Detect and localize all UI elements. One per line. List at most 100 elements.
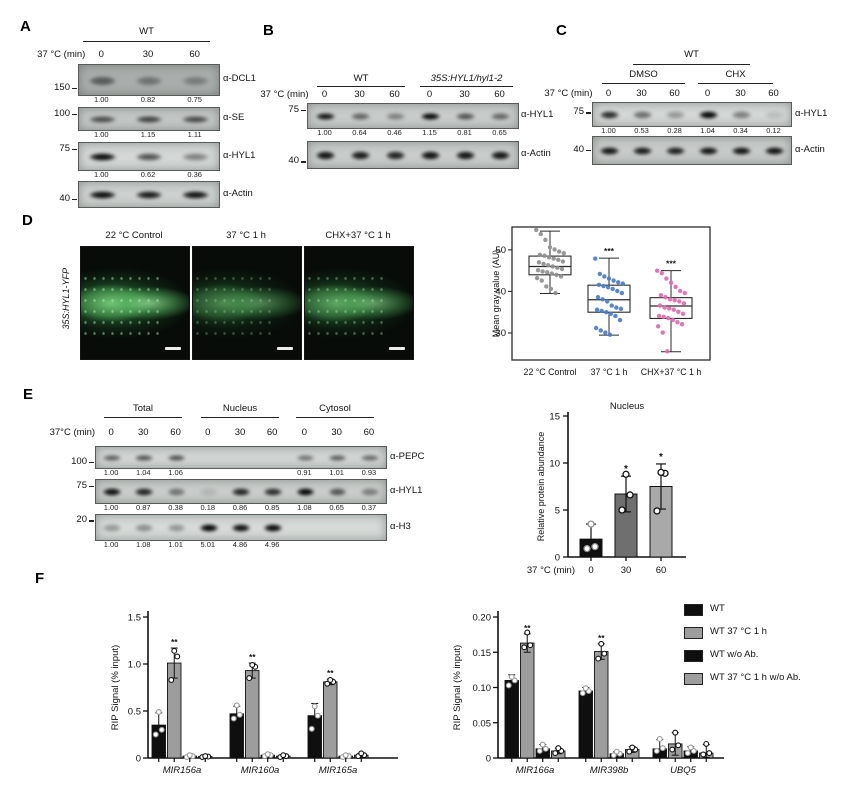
data-point [358,750,365,757]
group-header-rule [83,41,210,42]
data-point [508,673,515,680]
data-point [598,640,605,647]
data-point [549,271,555,276]
panel-a-blots: WT 37 °C (min) 0 30 60 150 α-DCL1 1.00 0.82 0.75 1… [15,12,265,214]
data-point [553,290,558,296]
data-point [602,274,607,279]
data-point [610,286,615,292]
data-point [543,237,548,243]
fluorescence-image [80,246,190,360]
data-point [541,261,546,267]
protein-band [312,111,339,122]
data-point [657,468,665,477]
x-category-label: UBQ5 [670,765,697,776]
data-point [246,675,253,682]
marker-label: 75 [59,142,70,154]
chart-legend: WT WT 37 °C 1 h WT w/o Ab. WT 37 °C 1 h w/o… [684,603,854,704]
lane-axis-label: 37°C (min) [49,427,96,438]
lane-axis-label: 37 °C (min) [544,88,593,99]
band-value: 1.01 [168,540,183,549]
y-axis-label: Relative protein abundance [536,432,546,542]
protein-band [85,115,120,124]
plot-frame [511,226,711,361]
image-title: 22 °C Control [105,230,163,241]
marker-label: 150 [54,82,70,93]
data-point [613,313,618,319]
data-point [314,712,321,719]
panel-d-side-label: 35S:HYL1-YFP [61,268,71,330]
y-tick-label: 15 [549,412,560,423]
protein-band [358,453,382,463]
data-point [555,265,560,270]
data-point [601,283,606,289]
data-point [171,647,178,654]
y-tick-label: 5 [555,506,560,517]
protein-band [312,150,339,161]
panel-c-label: C [556,22,567,39]
band-value: 1.00 [601,126,616,135]
rip-signal-chart-left: 0 0.5 1.0 1.5 RIP Signal (% input) ** MIR156a *… [110,611,398,776]
data-point [521,644,528,651]
x-category-label: CHX+37 °C 1 h [641,367,702,377]
data-point [656,313,662,319]
data-point [656,736,663,742]
data-point [601,650,608,657]
band-value: 1.08 [135,540,151,549]
data-point [675,319,680,325]
data-point [233,702,240,709]
data-point [561,250,566,256]
data-point [676,309,681,314]
data-point [604,310,609,315]
data-point [155,708,162,715]
marker-tick [72,113,77,115]
marker-label: 20 [76,514,87,526]
data-point [597,271,602,277]
significance: ** [249,652,256,662]
data-point [611,278,616,283]
legend-label: WT 37 °C 1 h w/o Ab. [710,672,801,683]
marker-tick [89,461,94,464]
data-point [659,745,666,752]
band-value: 0.81 [457,128,472,137]
group-header: 35S:HYL1/hyl1-2 [430,73,503,84]
band-value: 0.38 [168,503,183,512]
band-value: 1.00 [103,468,119,477]
protein-band [229,523,253,533]
data-point [615,288,620,294]
group-header: Total [132,403,154,414]
data-point [168,677,175,683]
legend-label: WT [710,603,725,614]
protein-band [131,190,167,200]
protein-band [487,150,514,161]
data-point [679,322,685,327]
band-value: 0.46 [387,128,402,137]
antibody-label: α-H3 [390,520,411,532]
lane-axis-label: 37 °C (min) [260,89,309,100]
data-point [609,303,614,308]
data-point [545,270,550,275]
data-point [604,299,610,304]
data-point [672,729,679,736]
group-header-rule [317,86,405,87]
marker-tick [586,149,591,151]
protein-band [261,523,286,533]
data-point [608,311,614,317]
band-value: 0.34 [733,126,748,135]
protein-band [597,110,622,120]
data-point [534,275,540,281]
data-point [661,314,666,319]
x-category-label: MIR165a [319,765,358,776]
data-point [544,284,549,289]
data-point [671,307,676,312]
y-tick-label: 50 [495,245,506,256]
y-tick-label: 1.5 [128,613,141,624]
root-speckles [305,273,383,335]
marker-label: 100 [54,107,70,119]
lane-label: 30 [459,89,470,100]
bar [323,681,338,759]
band-value: 0.64 [352,128,367,137]
antibody-label: α-SE [223,112,245,123]
data-point [613,748,620,755]
y-tick-label: 40 [495,286,506,297]
